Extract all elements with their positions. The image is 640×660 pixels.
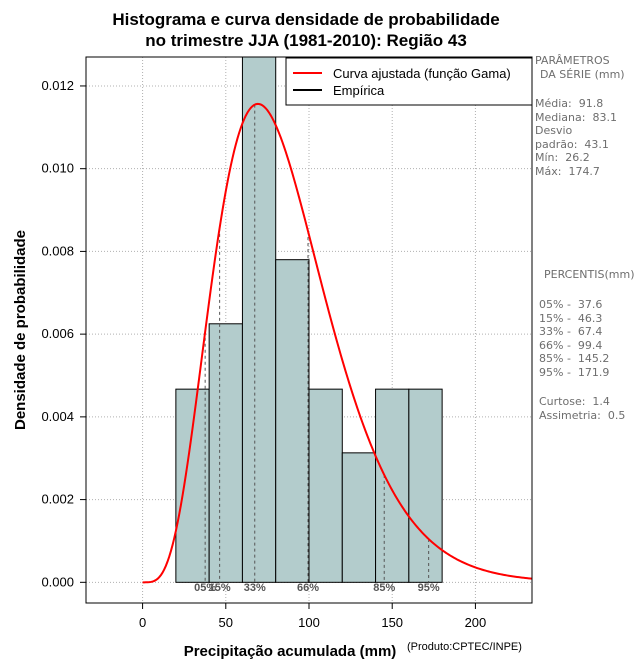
curve-layer bbox=[142, 102, 532, 584]
gamma-fit-curve bbox=[142, 102, 532, 584]
stat-desvio-value: padrão: 43.1 bbox=[535, 137, 609, 151]
legend-label-empirical: Empírica bbox=[333, 83, 385, 98]
histogram-bar bbox=[275, 259, 310, 583]
legend-label-fit: Curva ajustada (função Gama) bbox=[333, 66, 511, 81]
percentil-05: 05% - 37.6 bbox=[539, 298, 603, 311]
histogram-bar bbox=[241, 57, 277, 583]
y-tick-label: 0.004 bbox=[41, 409, 74, 424]
y-tick-label: 0.002 bbox=[41, 492, 74, 507]
y-tick-label: 0.010 bbox=[41, 161, 74, 176]
percentile-label: 85% bbox=[373, 582, 395, 594]
chart-title-line-1: Histograma e curva densidade de probabil… bbox=[112, 10, 499, 29]
stats-panel: PARÂMETROS DA SÉRIE (mm) Média: 91.8 Med… bbox=[535, 54, 639, 178]
percentile-label: 15% bbox=[209, 582, 231, 594]
histogram-bar bbox=[408, 388, 443, 583]
stat-curtose: Curtose: 1.4 bbox=[539, 395, 610, 408]
params-title: PARÂMETROS bbox=[535, 54, 610, 67]
chart-title-line-2: no trimestre JJA (1981-2010): Região 43 bbox=[145, 31, 467, 50]
percentile-label: 05% bbox=[194, 582, 216, 594]
percentiles-list: 05% - 37.6 15% - 46.3 33% - 67.4 66% - 9… bbox=[539, 298, 640, 422]
percentil-95: 95% - 171.9 bbox=[539, 365, 610, 379]
histogram-bar bbox=[308, 388, 343, 583]
percentiles-panel: PERCENTIS(mm) bbox=[544, 268, 640, 282]
x-tick-label: 50 bbox=[219, 615, 233, 630]
bars-layer bbox=[175, 57, 443, 583]
y-tick-label: 0.012 bbox=[41, 78, 74, 93]
histogram-bar bbox=[375, 388, 410, 583]
stat-assimetria: Assimetria: 0.5 bbox=[539, 408, 626, 422]
x-tick-label: 100 bbox=[298, 615, 320, 630]
percentil-66: 66% - 99.4 bbox=[539, 338, 603, 352]
stat-max: Máx: 174.7 bbox=[535, 164, 600, 178]
percentil-15: 15% - 46.3 bbox=[539, 311, 603, 325]
percentile-lines-layer bbox=[204, 104, 430, 583]
stat-desvio-label: Desvio bbox=[535, 124, 573, 137]
percentil-85: 85% - 145.2 bbox=[539, 352, 610, 365]
stat-media: Média: 91.8 bbox=[535, 97, 604, 110]
percentile-label: 66% bbox=[297, 582, 319, 594]
histogram-bar bbox=[208, 323, 243, 583]
histogram-bar bbox=[341, 452, 377, 583]
percentile-label: 95% bbox=[418, 582, 440, 594]
legend-box bbox=[285, 57, 533, 106]
ticks-layer: 0 50 100 150 200 0.000 0.002 0.004 0.006 0.008 0.0… bbox=[41, 78, 486, 630]
histogram-bar bbox=[175, 388, 210, 583]
stat-mediana: Mediana: 83.1 bbox=[535, 110, 617, 124]
y-tick-label: 0.006 bbox=[41, 326, 74, 341]
percentile-labels-layer: 05%15% 33% 66% 85% 95% bbox=[194, 582, 440, 594]
stat-min: Mín: 26.2 bbox=[535, 151, 590, 164]
y-tick-label: 0.000 bbox=[41, 574, 74, 589]
x-tick-label: 0 bbox=[139, 615, 146, 630]
percentis-title: PERCENTIS(mm) bbox=[544, 268, 635, 281]
x-tick-label: 200 bbox=[465, 615, 487, 630]
x-tick-label: 150 bbox=[381, 615, 403, 630]
params-subtitle: DA SÉRIE (mm) bbox=[540, 67, 625, 81]
legend: Curva ajustada (função Gama) Empírica bbox=[285, 57, 533, 106]
percentil-33: 33% - 67.4 bbox=[539, 325, 603, 338]
y-axis-label: Densidade de probabilidade bbox=[12, 230, 29, 430]
y-tick-label: 0.008 bbox=[41, 243, 74, 258]
product-credit: (Produto:CPTEC/INPE) bbox=[407, 641, 522, 653]
x-axis-label: Precipitação acumulada (mm) bbox=[184, 643, 397, 660]
percentile-label: 33% bbox=[244, 582, 266, 594]
